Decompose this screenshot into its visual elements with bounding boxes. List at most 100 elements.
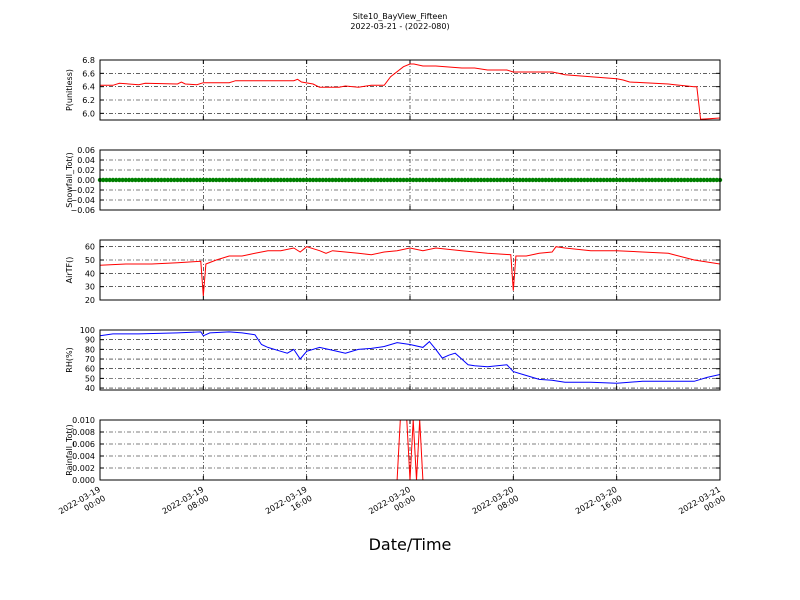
y-tick-label: 60: [85, 243, 95, 252]
y-tick-label: 0.010: [72, 416, 95, 425]
data-point: [165, 177, 171, 183]
y-axis-label: P(unitless): [65, 69, 74, 111]
data-point: [394, 177, 400, 183]
data-point: [181, 177, 187, 183]
data-point: [604, 177, 610, 183]
data-point: [459, 177, 464, 183]
data-point: [637, 177, 642, 183]
data-point: [449, 177, 455, 183]
data-point: [352, 177, 358, 183]
data-point: [226, 177, 232, 183]
data-point: [708, 177, 713, 183]
data-point: [488, 177, 493, 183]
data-point: [608, 177, 613, 183]
data-point: [146, 177, 151, 183]
series-line: [100, 246, 720, 297]
data-point: [307, 177, 313, 183]
data-point: [511, 177, 516, 183]
data-point: [398, 177, 403, 183]
data-point: [714, 177, 719, 183]
data-point: [407, 177, 413, 183]
data-point: [155, 177, 161, 183]
data-point: [620, 177, 626, 183]
data-point: [210, 177, 216, 183]
data-point: [491, 177, 497, 183]
axes-frame: [99, 329, 721, 391]
y-tick-label: 0.06: [77, 146, 95, 155]
data-point: [343, 177, 348, 183]
subplot-2: 0.060.040.020.00−0.02−0.04−0.06Snowfall_…: [65, 146, 723, 215]
data-point: [569, 177, 574, 183]
data-point: [659, 177, 665, 183]
data-point: [578, 177, 584, 183]
data-point: [252, 177, 258, 183]
data-point: [711, 177, 716, 183]
data-point: [469, 177, 474, 183]
data-point: [381, 177, 387, 183]
x-axis-label: Date/Time: [369, 535, 452, 554]
chart-title: Site10_BayView_Fifteen: [353, 12, 448, 21]
y-tick-label: 0.00: [77, 176, 95, 185]
data-point: [575, 177, 581, 183]
data-point: [120, 177, 125, 183]
data-point: [695, 177, 700, 183]
data-point: [482, 177, 487, 183]
data-point: [633, 177, 639, 183]
data-point: [566, 177, 571, 183]
data-point: [627, 177, 632, 183]
data-point: [327, 177, 332, 183]
y-tick-label: 6.2: [82, 96, 95, 105]
data-point: [617, 177, 623, 183]
data-point: [278, 177, 284, 183]
data-point: [582, 177, 587, 183]
data-point: [113, 177, 119, 183]
data-point: [101, 177, 106, 183]
data-point: [143, 177, 148, 183]
data-point: [649, 177, 655, 183]
data-point: [504, 177, 510, 183]
data-point: [294, 177, 300, 183]
data-point: [475, 177, 481, 183]
data-point: [378, 177, 384, 183]
data-point: [230, 177, 235, 183]
data-point: [184, 177, 190, 183]
data-point: [356, 177, 361, 183]
data-point: [201, 177, 206, 183]
y-tick-label: 20: [85, 296, 95, 305]
data-point: [391, 177, 397, 183]
y-tick-label: 60: [85, 365, 95, 374]
data-point: [262, 177, 267, 183]
data-point: [191, 177, 196, 183]
data-point: [239, 177, 245, 183]
data-point: [126, 177, 132, 183]
y-tick-label: 0.008: [72, 428, 95, 437]
data-point: [682, 177, 687, 183]
data-point: [136, 177, 141, 183]
subplot-3: 60 50 40 30 20 AirTF(): [65, 239, 721, 305]
data-point: [285, 177, 290, 183]
data-point: [414, 177, 419, 183]
data-point: [630, 177, 636, 183]
data-point: [611, 177, 616, 183]
data-point: [272, 177, 277, 183]
data-point: [669, 177, 674, 183]
y-tick-label: 80: [85, 345, 95, 354]
data-point: [249, 177, 254, 183]
data-point: [320, 177, 326, 183]
data-point: [362, 177, 367, 183]
data-point: [107, 177, 112, 183]
data-point: [704, 177, 710, 183]
data-point: [653, 177, 658, 183]
y-tick-label: 70: [85, 355, 95, 364]
y-tick-label: 0.006: [72, 440, 95, 449]
data-point: [388, 177, 393, 183]
data-point: [530, 177, 535, 183]
data-point: [159, 177, 164, 183]
data-point: [514, 177, 519, 183]
data-point: [281, 177, 287, 183]
data-point: [549, 177, 555, 183]
data-point: [291, 177, 296, 183]
data-point: [336, 177, 342, 183]
series-line: [100, 63, 720, 120]
